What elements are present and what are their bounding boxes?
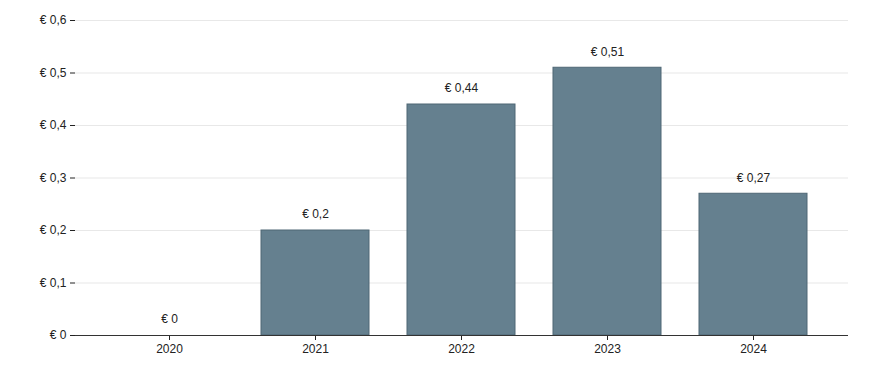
svg-text:€ 0,3: € 0,3 [40, 171, 67, 185]
svg-text:€ 0: € 0 [161, 312, 178, 326]
svg-text:€ 0,27: € 0,27 [737, 171, 771, 185]
svg-text:2024: 2024 [740, 342, 767, 356]
svg-text:€ 0: € 0 [50, 328, 67, 342]
svg-text:2021: 2021 [302, 342, 329, 356]
svg-text:€ 0,51: € 0,51 [591, 45, 625, 59]
svg-text:2022: 2022 [448, 342, 475, 356]
svg-text:€ 0,6: € 0,6 [40, 13, 67, 27]
svg-text:2023: 2023 [594, 342, 621, 356]
html-text:(c) Trivano.com: (c) Trivano.com [804, 2, 880, 14]
svg-text:€ 0,2: € 0,2 [302, 207, 329, 221]
svg-text:€ 0,44: € 0,44 [445, 81, 479, 95]
svg-text:€ 0,1: € 0,1 [40, 276, 67, 290]
svg-text:€ 0,2: € 0,2 [40, 223, 67, 237]
svg-text:€ 0,5: € 0,5 [40, 66, 67, 80]
svg-text:2020: 2020 [156, 342, 183, 356]
svg-text:€ 0,4: € 0,4 [40, 118, 67, 132]
